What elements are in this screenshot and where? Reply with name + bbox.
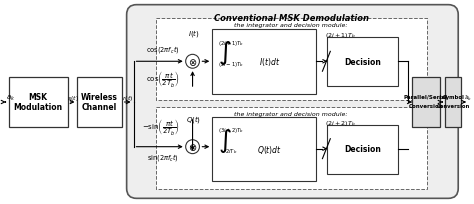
Text: $(2i+1)T_b$: $(2i+1)T_b$ [325,31,356,40]
Bar [156,108,427,190]
Text: Wireless: Wireless [81,92,118,101]
Bar [9,78,68,127]
Text: $s(t)$: $s(t)$ [66,93,79,102]
Text: Symbol: Symbol [442,94,464,99]
Text: $\otimes$: $\otimes$ [188,57,197,68]
Text: the integrator and decision module:: the integrator and decision module: [234,22,348,27]
Text: Modulation: Modulation [14,103,63,112]
Text: Conversion: Conversion [437,104,470,109]
Text: $\int$: $\int$ [218,126,232,154]
Text: Decision: Decision [344,58,381,67]
Text: Conventional MSK Demodulation: Conventional MSK Demodulation [214,13,369,22]
Text: Decision: Decision [344,144,381,153]
Text: Conversion: Conversion [409,104,443,109]
Text: $\cos(2\pi f_c t)$: $\cos(2\pi f_c t)$ [146,44,180,55]
Text: $r(t)$: $r(t)$ [122,93,133,102]
Text: $(2i+2)T_b$: $(2i+2)T_b$ [325,118,356,127]
Circle shape [186,55,200,69]
Text: $b_k$: $b_k$ [438,93,447,102]
Text: $\otimes$: $\otimes$ [188,142,197,152]
Bar [328,38,398,87]
Text: $\sin(2\pi f_c t)$: $\sin(2\pi f_c t)$ [147,151,179,162]
Bar [328,125,398,174]
Text: Channel: Channel [82,103,117,112]
Text: $Q(t)$: $Q(t)$ [186,114,201,125]
Text: $-\sin\!\left(\dfrac{\pi t}{2T_b}\right)$: $-\sin\!\left(\dfrac{\pi t}{2T_b}\right)… [142,116,180,136]
Text: the integrator and decision module:: the integrator and decision module: [234,111,348,116]
Text: MSK: MSK [28,92,47,101]
Text: $a_k$: $a_k$ [6,93,15,102]
Text: $I(t)dt$: $I(t)dt$ [259,56,280,68]
Text: $\hat{a}_k$: $\hat{a}_k$ [464,93,473,102]
Bar [212,117,316,182]
Bar [412,78,439,127]
Bar [212,30,316,95]
Bar [446,78,461,127]
Bar [156,19,427,101]
Text: $(3i+2)T_b$: $(3i+2)T_b$ [218,126,244,135]
Text: $\int$: $\int$ [218,39,232,67]
Text: $(2i-1)T_b$: $(2i-1)T_b$ [218,60,244,68]
Circle shape [186,140,200,154]
Text: Parallel/Serial: Parallel/Serial [404,94,448,99]
FancyBboxPatch shape [127,6,458,198]
Text: $I(t)$: $I(t)$ [188,28,200,39]
Bar [77,78,122,127]
Text: $(2i+1)T_b$: $(2i+1)T_b$ [218,39,244,48]
Text: $\cos\!\left(\dfrac{\pi t}{2T_b}\right)$: $\cos\!\left(\dfrac{\pi t}{2T_b}\right)$ [146,69,180,89]
Text: $Q(t)dt$: $Q(t)dt$ [257,143,282,155]
Text: $2iT_b$: $2iT_b$ [225,146,237,155]
